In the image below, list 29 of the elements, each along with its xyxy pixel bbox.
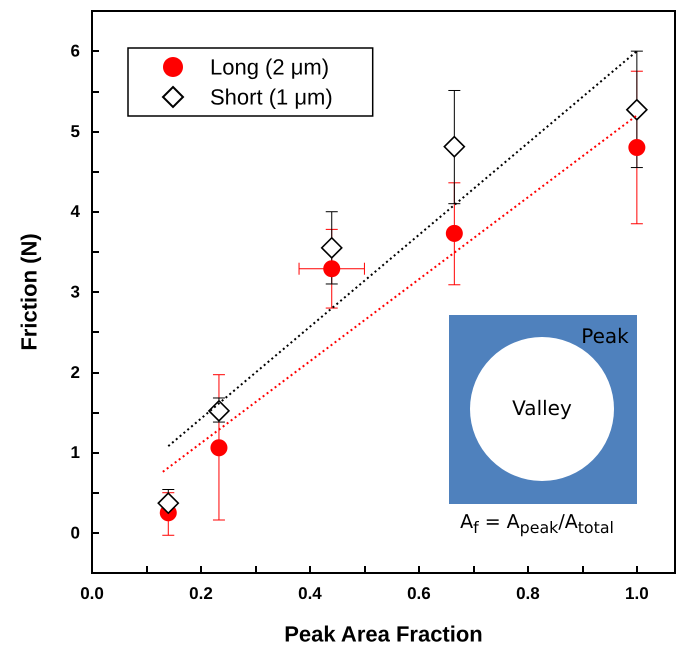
x-tick-label: 0.8 [516, 584, 540, 603]
annotation: Valley [512, 396, 572, 420]
x-tick-label: 0.2 [189, 584, 213, 603]
y-tick-label: 4 [70, 202, 81, 222]
point [626, 98, 648, 121]
x-tick-label: 0.0 [80, 584, 104, 603]
point [446, 224, 463, 242]
point [628, 138, 646, 156]
y-tick-label: 5 [70, 122, 80, 141]
x-tick-label: 0.4 [298, 584, 322, 603]
y-tick-label: 2 [70, 362, 80, 382]
x-axis-title: Peak Area Fraction [284, 622, 483, 646]
annotation: Peak [581, 324, 629, 348]
point [444, 136, 466, 158]
legend-label: Long (2 μm) [210, 54, 330, 80]
point [208, 400, 230, 422]
point [157, 492, 180, 514]
y-axis-title: Friction (N) [16, 233, 42, 351]
y-tick-label: 6 [70, 42, 80, 61]
x-tick-label: 1.0 [625, 584, 649, 603]
y-tick-label: 3 [70, 282, 80, 302]
y-tick-label: 1 [70, 443, 80, 462]
x-tick-label: 0.6 [407, 584, 431, 603]
point [210, 439, 228, 456]
y-tick-label: 0 [70, 523, 80, 542]
annotation: A$_{f}$ = A$_{peak}$/A$_{total}$ [460, 511, 614, 537]
legend-label: Short (1 μm) [210, 84, 333, 110]
point [320, 237, 343, 259]
point [323, 260, 340, 278]
